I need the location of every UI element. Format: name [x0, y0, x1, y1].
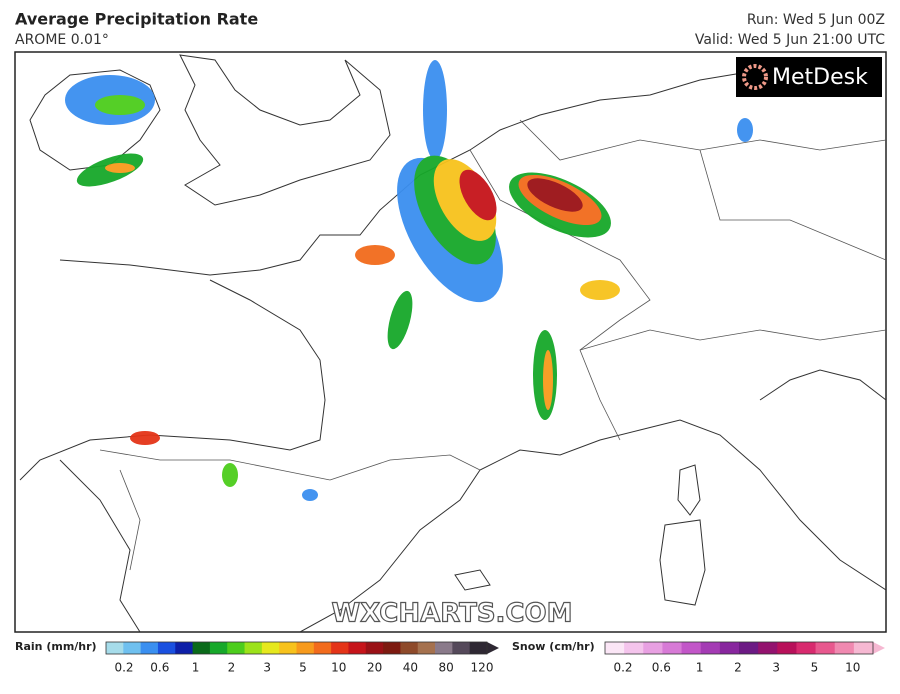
- rain-frame: [105, 641, 488, 655]
- logo-box: [736, 57, 882, 97]
- rain-swatch: [400, 642, 419, 654]
- rain-legend-label: Rain (mm/hr): [15, 640, 97, 653]
- snow-tick-label: 5: [811, 661, 819, 675]
- snow-swatch: [758, 642, 778, 654]
- rain-swatch: [383, 642, 401, 654]
- snow-tick-label: 1: [696, 661, 704, 675]
- snow-swatch: [719, 642, 740, 654]
- snow-swatch: [796, 642, 817, 654]
- snow-swatch: [853, 642, 874, 654]
- rain-swatch: [157, 642, 176, 654]
- snow-swatch: [681, 642, 702, 654]
- logo: MetDesk: [772, 65, 868, 90]
- rain-tick-label: 0.2: [114, 661, 133, 675]
- snow-swatch: [739, 642, 759, 654]
- snow-tick-label: 10: [845, 661, 860, 675]
- rain-tick-label: 1: [192, 661, 200, 675]
- rain-tick-label: 120: [471, 661, 494, 675]
- rain-tick-label: 5: [299, 661, 307, 675]
- rain-swatch: [417, 642, 436, 654]
- rain-swatch: [435, 642, 453, 654]
- snow-swatch: [815, 642, 836, 654]
- snow-swatch: [662, 642, 683, 654]
- rain-swatch: [296, 642, 315, 654]
- rain-tick-label: 80: [439, 661, 454, 675]
- watermark: WXCHARTS.COM: [331, 599, 572, 629]
- snow-swatch: [777, 642, 797, 654]
- snow-legend-label: Snow (cm/hr): [512, 640, 595, 653]
- rain-swatch: [469, 642, 488, 654]
- subtitle: AROME 0.01°: [15, 32, 109, 48]
- snow-swatch: [700, 642, 721, 654]
- snow-arrow: [873, 642, 885, 654]
- rain-tick-label: 40: [403, 661, 418, 675]
- run: Run: Wed 5 Jun 00Z: [747, 12, 885, 28]
- rain-arrow: [487, 642, 499, 654]
- snow-swatch: [643, 642, 663, 654]
- rain-swatch: [452, 642, 471, 654]
- rain-swatch: [209, 642, 228, 654]
- title: Average Precipitation Rate: [15, 10, 258, 29]
- rain-swatch: [348, 642, 367, 654]
- rain-swatch: [140, 642, 159, 654]
- rain-swatch: [175, 642, 194, 654]
- snow-swatch: [624, 642, 644, 654]
- rain-swatch: [106, 642, 124, 654]
- rain-swatch: [313, 642, 332, 654]
- rain-tick-label: 3: [263, 661, 271, 675]
- rain-tick-label: 2: [228, 661, 236, 675]
- rain-swatch: [365, 642, 384, 654]
- map: MetDesk WXCHARTS.COM: [14, 51, 887, 633]
- snow-tick-label: 0.2: [613, 661, 632, 675]
- rain-swatch: [331, 642, 349, 654]
- snow-swatch: [605, 642, 625, 654]
- rain-swatch: [261, 642, 280, 654]
- rain-swatch: [244, 642, 263, 654]
- rain-swatch: [192, 642, 211, 654]
- valid: Valid: Wed 5 Jun 21:00 UTC: [695, 32, 885, 48]
- snow-frame: [604, 641, 874, 655]
- rain-tick-label: 10: [331, 661, 346, 675]
- snow-swatch: [834, 642, 855, 654]
- snow-tick-label: 2: [734, 661, 742, 675]
- snow-tick-label: 3: [772, 661, 780, 675]
- rain-tick-label: 20: [367, 661, 382, 675]
- legend: 0.2 0.6 1 2 3 5 10 20 40 80 120 0.2 0.6 1 2 3 5 10: [105, 641, 885, 675]
- rain-swatch: [123, 642, 142, 654]
- snow-tick-label: 0.6: [652, 661, 671, 675]
- rain-swatch: [227, 642, 246, 654]
- rain-swatch: [279, 642, 297, 654]
- rain-tick-label: 0.6: [150, 661, 169, 675]
